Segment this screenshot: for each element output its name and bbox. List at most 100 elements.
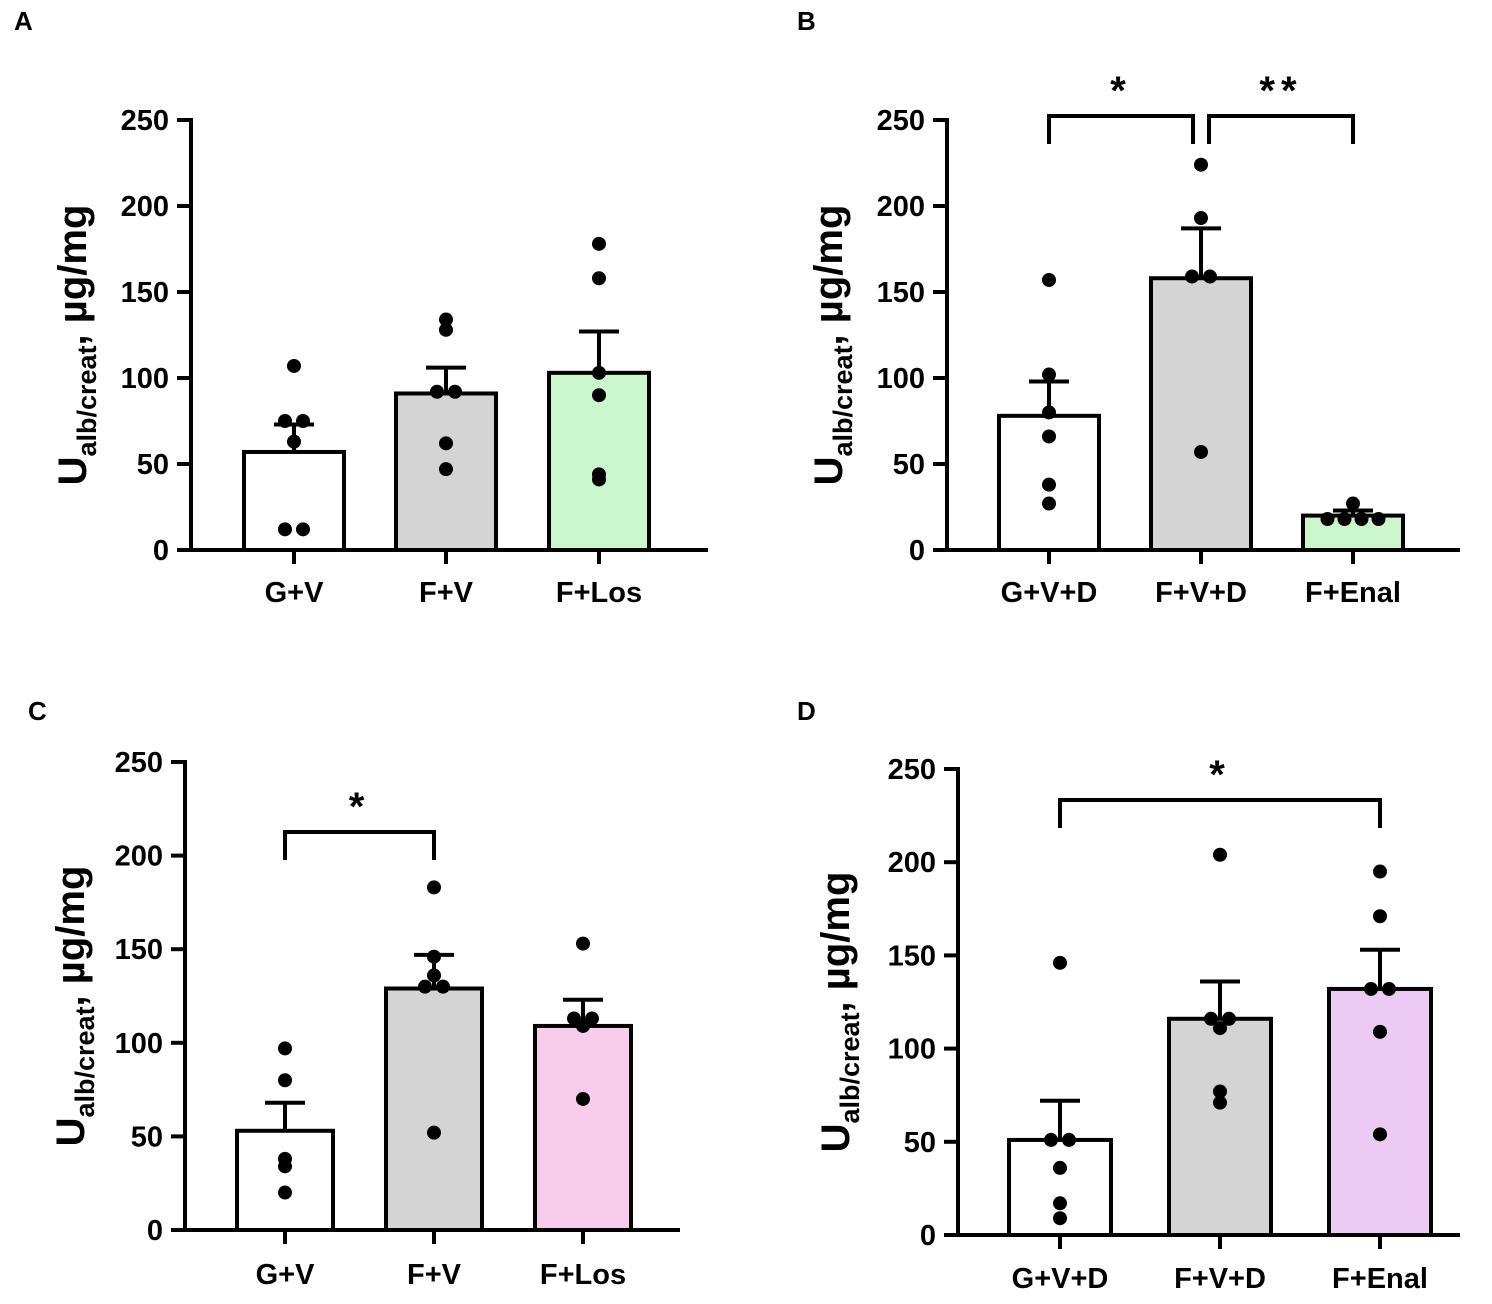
pd-data-point — [1382, 981, 1396, 996]
pd-data-point — [1373, 1024, 1387, 1039]
pb-data-point — [1203, 269, 1217, 284]
pa-data-point — [592, 365, 606, 380]
panel-d: D 0 50 100 150 200 250 Ualb/creat, µg/mg G+V+D F+… — [797, 696, 1460, 1295]
pa-y-tick-label: 0 — [153, 535, 169, 567]
pa-y-tick-label: 50 — [137, 449, 169, 481]
pd-y-tick-label: 0 — [920, 1220, 936, 1252]
pb-x-tick-label: G+V+D — [1001, 577, 1098, 609]
pd-data-point — [1062, 1132, 1076, 1147]
pb-y-tick-label: 100 — [877, 363, 925, 395]
pc-data-point — [278, 1159, 292, 1174]
pd-data-point — [1213, 847, 1227, 862]
pb-x-tick-label: F+V+D — [1155, 577, 1247, 609]
pc-data-point — [576, 1091, 590, 1106]
pc-data-point — [278, 1073, 292, 1088]
pa-data-point — [296, 522, 310, 537]
pc-y-axis-title-unit: , µg/mg — [49, 866, 93, 1007]
pc-y-tick-label: 150 — [115, 934, 163, 966]
pc-data-point — [576, 936, 590, 951]
pd-data-point — [1213, 1084, 1227, 1099]
pc-bar-f-v — [384, 986, 484, 1233]
pb-data-point — [1042, 496, 1056, 511]
pa-x-tick-label: F+Los — [556, 577, 642, 609]
pa-y-tick-label: 200 — [121, 191, 169, 223]
pb-significance-label: * — [1110, 69, 1132, 113]
pa-data-point — [439, 322, 453, 337]
pb-y-tick-label: 50 — [893, 449, 925, 481]
pd-data-point — [1222, 1011, 1236, 1026]
pa-x-tick-label: F+V — [419, 577, 474, 609]
pb-data-point — [1337, 512, 1352, 527]
pd-label: D — [797, 696, 816, 726]
pa-y-axis-title-unit: , µg/mg — [51, 205, 95, 346]
pc-y-tick-label: 50 — [131, 1121, 163, 1153]
pa-y-axis-title: Ualb/creat, µg/mg — [51, 205, 102, 486]
pd-data-point — [1053, 1211, 1067, 1226]
pb-y-tick-label: 200 — [877, 191, 925, 223]
pc-y-axis-title: Ualb/creat, µg/mg — [49, 866, 100, 1147]
pa-bar-f-los — [547, 370, 651, 552]
pa-label: A — [14, 6, 33, 36]
pb-y-axis-title-main: U — [807, 457, 851, 486]
pa-data-point — [592, 388, 606, 403]
pa-x-tick-label: G+V — [265, 577, 324, 609]
pb-bar-f-v-d — [1149, 276, 1253, 552]
pc-data-point — [576, 1018, 590, 1033]
pa-data-point — [448, 384, 462, 399]
pc-bar-f-los — [533, 1023, 633, 1233]
pc-data-point — [427, 880, 441, 895]
pd-data-point — [1213, 1021, 1227, 1036]
pc-y-tick-label: 200 — [115, 841, 163, 873]
pb-data-point — [1042, 405, 1056, 420]
pd-data-point — [1204, 1011, 1218, 1026]
pa-data-point — [439, 436, 453, 451]
pb-data-point — [1194, 444, 1208, 459]
pc-data-point — [427, 949, 441, 964]
pb-y-axis-title: Ualb/creat, µg/mg — [807, 205, 858, 486]
pb-data-point — [1346, 496, 1360, 511]
pd-y-tick-label: 250 — [888, 754, 936, 786]
pb-data-point — [1042, 429, 1056, 444]
pa-data-point — [287, 434, 301, 449]
pb-y-tick-label: 0 — [909, 535, 925, 567]
panel-c: C 0 50 100 150 200 250 Ualb/creat, µg/mg G+V F+V F… — [28, 696, 680, 1291]
pa-data-point — [592, 271, 606, 286]
pc-y-tick-label: 100 — [115, 1028, 163, 1060]
pd-data-point — [1213, 1095, 1227, 1110]
pa-y-axis-title-main: U — [51, 457, 95, 486]
pc-data-point — [427, 1125, 441, 1140]
pa-data-point — [439, 312, 453, 327]
pd-y-axis-title-sub: alb/creat — [835, 1012, 865, 1123]
pb-x-tick-label: F+Enal — [1305, 577, 1401, 609]
pd-y-axis-title-unit: , µg/mg — [814, 872, 858, 1013]
pc-data-point — [427, 968, 441, 983]
pb-data-point — [1042, 367, 1056, 382]
pb-data-point — [1194, 211, 1208, 226]
pb-data-point — [1042, 272, 1056, 287]
pd-data-point — [1364, 981, 1378, 996]
pa-data-point — [430, 384, 444, 399]
pc-x-tick-label: F+V — [407, 1259, 462, 1291]
pa-y-tick-label: 100 — [121, 363, 169, 395]
pb-significance-label: ** — [1259, 69, 1302, 113]
pd-data-point — [1053, 1196, 1067, 1211]
pc-y-tick-label: 250 — [115, 747, 163, 779]
pb-data-point — [1185, 269, 1199, 284]
pa-data-point — [287, 358, 301, 373]
pb-data-point — [1320, 512, 1335, 527]
pd-y-tick-label: 200 — [888, 847, 936, 879]
pb-bar-f-enal — [1301, 513, 1405, 552]
pa-data-point — [278, 414, 292, 428]
pc-x-tick-label: G+V — [256, 1259, 315, 1291]
pa-data-point — [592, 472, 606, 487]
pb-label: B — [797, 6, 816, 36]
panel-b: B 0 50 100 150 200 250 Ualb/creat, µg/mg G+V+D F+… — [797, 6, 1460, 609]
pd-data-point — [1373, 909, 1387, 924]
pd-y-tick-label: 100 — [888, 1034, 936, 1066]
panel-a: A 0 50 100 150 200 250 Ualb/creat, µg/mg G+V F+V F… — [14, 6, 708, 609]
pc-y-axis-title-sub: alb/creat — [70, 1006, 100, 1117]
pb-data-point — [1354, 512, 1369, 527]
pd-y-tick-label: 150 — [888, 940, 936, 972]
pa-y-tick-label: 150 — [121, 277, 169, 309]
